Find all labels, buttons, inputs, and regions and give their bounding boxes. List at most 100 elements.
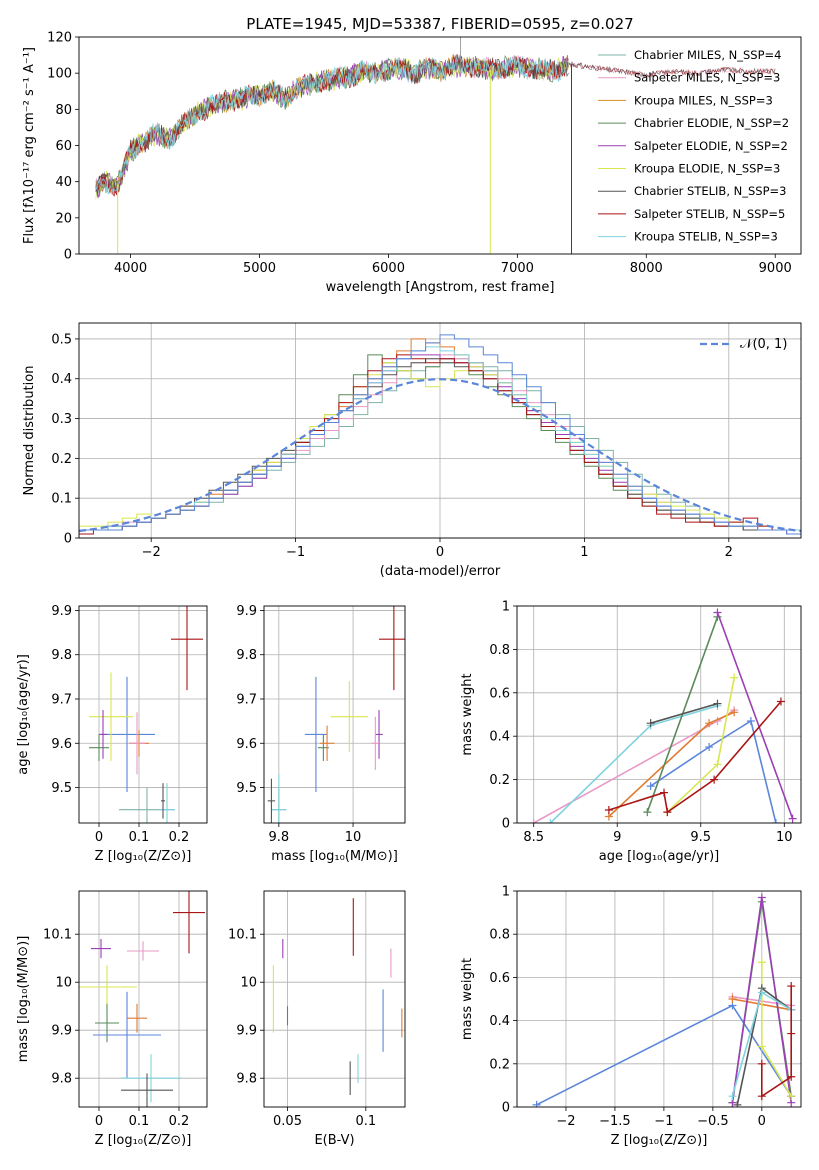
errorbar-point (379, 606, 405, 691)
x-axis-label: Z [log₁₀(Z/Z⊙)] (95, 1133, 192, 1148)
y-tick-label: 0.3 (51, 412, 72, 427)
y-tick-label: 0.1 (51, 492, 72, 507)
errorbar-point (371, 716, 380, 770)
legend-label: Kroupa MILES, N_SSP=3 (634, 93, 773, 107)
legend-label: Chabrier MILES, N_SSP=4 (634, 48, 781, 62)
panel-spectrum: 4000 5000 6000 7000 8000 9000 0 20 40 60 80 100 120 w… (22, 31, 802, 295)
axes-frame (78, 605, 208, 824)
y-tick-label: 9.7 (236, 693, 257, 708)
y-tick-label: 100 (47, 67, 72, 82)
spectrum-red-extension (568, 61, 776, 78)
plots-layer: 4000 5000 6000 7000 8000 9000020406080100120w… (16, 31, 802, 1148)
y-tick-label: 9.8 (236, 1072, 257, 1087)
x-tick-label: 0.1 (355, 1114, 376, 1129)
weight-line (650, 702, 718, 724)
weight-marker (787, 1072, 796, 1081)
errorbar-point (95, 1003, 119, 1043)
y-tick-label: 10 (240, 976, 257, 991)
weight-marker (787, 1092, 796, 1101)
axes-frame (516, 890, 802, 1108)
errorbar-points (79, 891, 205, 1107)
weight-marker (788, 814, 797, 823)
errorbar-point (319, 725, 335, 761)
x-tick-label: 8000 (630, 261, 663, 276)
weight-marker (705, 719, 714, 728)
y-tick-label: 9.9 (236, 1024, 257, 1039)
x-tick-label: 4000 (114, 261, 147, 276)
errorbar-point (267, 778, 276, 823)
errorbar-point (271, 774, 287, 823)
axes-frame (78, 322, 802, 539)
weight-marker (604, 805, 613, 814)
y-tick-label: 9.9 (236, 604, 257, 619)
weight-series (713, 608, 797, 823)
y-axis-label: Normed distribution (22, 366, 37, 496)
weight-marker (646, 782, 655, 791)
y-tick-label: 0.2 (489, 773, 510, 788)
x-tick-label: −2 (556, 1114, 575, 1129)
errorbar-point (127, 941, 159, 961)
weight-marker (728, 995, 737, 1003)
y-tick-label: 40 (55, 175, 72, 190)
x-tick-label: 9 (613, 830, 621, 845)
errorbar-point (99, 710, 107, 759)
errorbar-point (91, 939, 111, 959)
x-axis-label: Z [log₁₀(Z/Z⊙)] (95, 849, 192, 864)
axes-frame (263, 890, 406, 1108)
errorbar-point (121, 1073, 173, 1107)
legend-label: Kroupa ELODIE, N_SSP=3 (634, 162, 780, 176)
weight-marker (733, 1100, 742, 1107)
x-tick-label: 9.8 (268, 830, 289, 845)
errorbar-point (89, 672, 133, 761)
errorbar-points (272, 898, 403, 1095)
panel-residuals: −2 −1 0 1 2 0 0.1 0.2 0.3 0.4 0.5 (data-model)/erro… (22, 322, 802, 579)
y-tick-label: 0 (502, 1101, 510, 1116)
y-tick-label: 1 (502, 885, 510, 900)
legend-label: 𝒩(0, 1) (740, 337, 787, 352)
x-tick-label: 7000 (501, 261, 534, 276)
panel-mass-weight-vs-age: 8.5 9 9.5 10 0 0.2 0.4 0.6 0.8 1 age [log₁₀(age/yr… (460, 600, 802, 864)
x-axis-label: E(B-V) (314, 1133, 354, 1148)
legend-label: Chabrier ELODIE, N_SSP=2 (634, 116, 789, 130)
weight-marker (713, 608, 722, 617)
errorbar-points (89, 606, 203, 823)
y-tick-label: 0.2 (489, 1057, 510, 1072)
weight-line (716, 612, 794, 819)
x-tick-label: 1 (580, 545, 588, 560)
weight-marker (646, 719, 655, 728)
x-tick-label: −1.5 (599, 1114, 631, 1129)
weight-marker (705, 743, 714, 752)
y-tick-label: 0.5 (51, 332, 72, 347)
y-axis-label: Flux [fλ10⁻¹⁷ erg cm⁻² s⁻¹ A⁻¹] (22, 47, 37, 244)
weight-line (549, 705, 718, 823)
weight-marker (710, 775, 719, 784)
weight-marker (757, 988, 766, 997)
legend: 𝒩(0, 1) (700, 337, 787, 352)
x-axis-label: mass [log₁₀(M/M⊙)] (271, 849, 398, 864)
x-tick-label: 0 (436, 545, 444, 560)
y-tick-label: 9.9 (51, 604, 72, 619)
x-tick-label: 0.1 (129, 1114, 150, 1129)
weight-marker (757, 1092, 766, 1101)
y-tick-label: 0.4 (489, 1014, 510, 1029)
errorbar-point (93, 991, 161, 1079)
weight-lines (532, 893, 796, 1107)
errorbar-points (267, 606, 405, 823)
errorbar-point (173, 891, 205, 954)
weight-line (650, 719, 777, 823)
weight-marker (787, 982, 796, 991)
weight-series (646, 699, 722, 728)
x-tick-label: 9000 (759, 261, 792, 276)
weight-marker (730, 708, 739, 717)
y-tick-label: 0.4 (51, 372, 72, 387)
y-tick-label: 0.6 (489, 686, 510, 701)
x-tick-label: 8.5 (523, 830, 544, 845)
y-axis-label: age [log₁₀(age/yr)] (16, 654, 31, 775)
legend-label: Chabrier STELIB, N_SSP=3 (634, 184, 786, 198)
y-tick-label: 0 (64, 532, 72, 547)
x-tick-label: 10 (345, 830, 362, 845)
y-tick-label: 10 (55, 976, 72, 991)
y-tick-label: 9.8 (51, 1072, 72, 1087)
y-tick-label: 9.6 (51, 737, 72, 752)
